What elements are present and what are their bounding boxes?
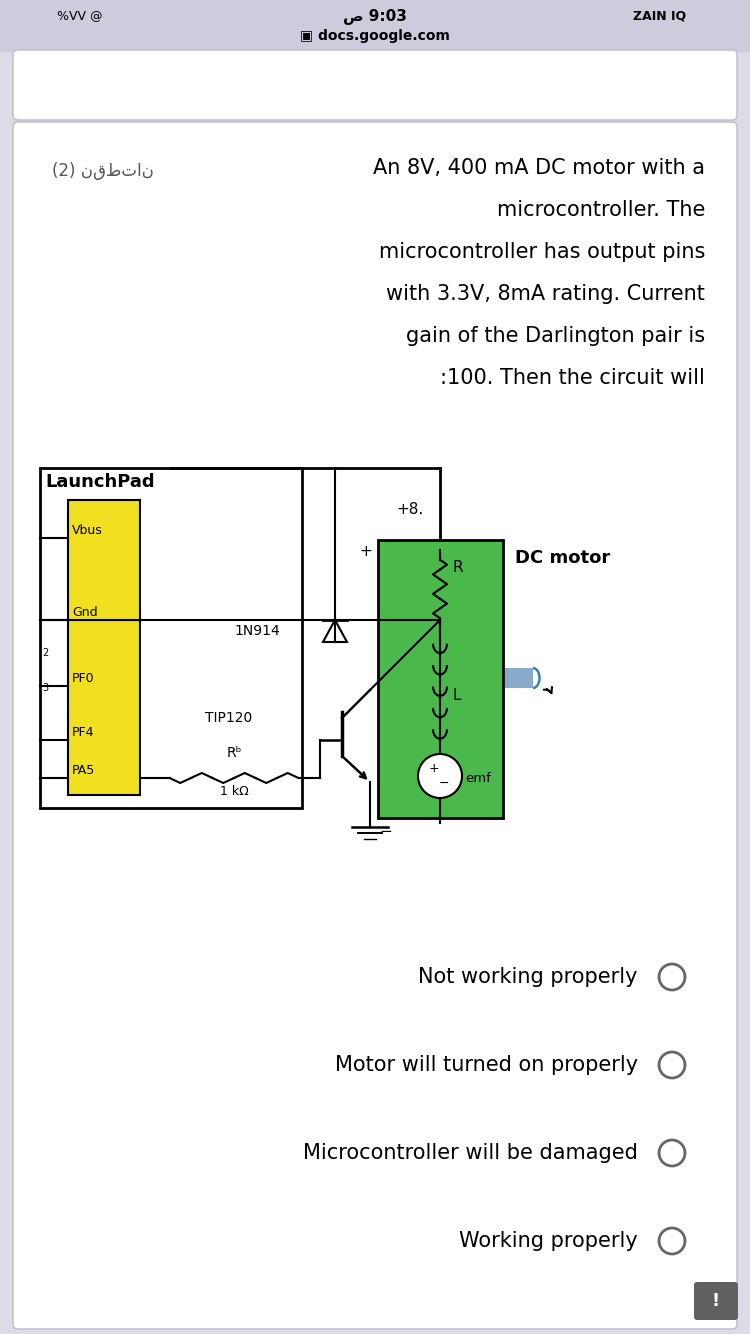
Circle shape xyxy=(418,754,462,798)
Text: 2: 2 xyxy=(42,648,48,658)
Text: Motor will turned on properly: Motor will turned on properly xyxy=(334,1055,638,1075)
Text: 3: 3 xyxy=(42,683,48,692)
Bar xyxy=(505,668,533,688)
Text: PF4: PF4 xyxy=(72,726,94,739)
Text: DC motor: DC motor xyxy=(515,550,610,567)
FancyBboxPatch shape xyxy=(13,49,737,120)
FancyBboxPatch shape xyxy=(13,121,737,1329)
Bar xyxy=(40,468,302,808)
Text: %VV @: %VV @ xyxy=(57,9,103,23)
Text: ▣ docs.google.com: ▣ docs.google.com xyxy=(300,29,450,43)
Text: Not working properly: Not working properly xyxy=(419,967,638,987)
Text: Vbus: Vbus xyxy=(72,524,103,538)
Text: 1N914: 1N914 xyxy=(234,624,280,638)
Text: gain of the Darlington pair is: gain of the Darlington pair is xyxy=(406,325,705,346)
Text: ZAIN IQ: ZAIN IQ xyxy=(634,9,686,23)
Text: ص 9:03: ص 9:03 xyxy=(343,8,407,24)
Text: !: ! xyxy=(712,1293,720,1310)
Text: Gnd: Gnd xyxy=(72,606,98,619)
Text: with 3.3V, 8mA rating. Current: with 3.3V, 8mA rating. Current xyxy=(386,284,705,304)
Text: −: − xyxy=(439,776,449,790)
Text: :100. Then the circuit will: :100. Then the circuit will xyxy=(440,368,705,388)
Text: Rᵇ: Rᵇ xyxy=(226,746,242,760)
Text: emf: emf xyxy=(465,772,490,786)
Text: +: + xyxy=(429,763,439,775)
Text: Working properly: Working properly xyxy=(459,1231,638,1251)
Text: PF0: PF0 xyxy=(72,672,94,684)
Text: +: + xyxy=(360,544,372,559)
Text: (2) نقطتان: (2) نقطتان xyxy=(52,161,154,180)
Text: Microcontroller will be damaged: Microcontroller will be damaged xyxy=(303,1143,638,1163)
Text: L: L xyxy=(453,687,461,703)
Text: PA5: PA5 xyxy=(72,764,95,776)
Bar xyxy=(68,500,140,795)
FancyBboxPatch shape xyxy=(694,1282,738,1321)
Bar xyxy=(378,540,503,818)
Bar xyxy=(0,0,750,52)
Text: R: R xyxy=(453,559,464,575)
Text: −: − xyxy=(380,824,392,839)
Text: microcontroller. The: microcontroller. The xyxy=(496,200,705,220)
Text: +8.: +8. xyxy=(396,503,423,518)
Text: An 8V, 400 mA DC motor with a: An 8V, 400 mA DC motor with a xyxy=(373,157,705,177)
Text: 1 kΩ: 1 kΩ xyxy=(220,784,248,798)
Text: microcontroller has output pins: microcontroller has output pins xyxy=(379,241,705,261)
Text: TIP120: TIP120 xyxy=(205,711,252,724)
Text: LaunchPad: LaunchPad xyxy=(45,474,154,491)
